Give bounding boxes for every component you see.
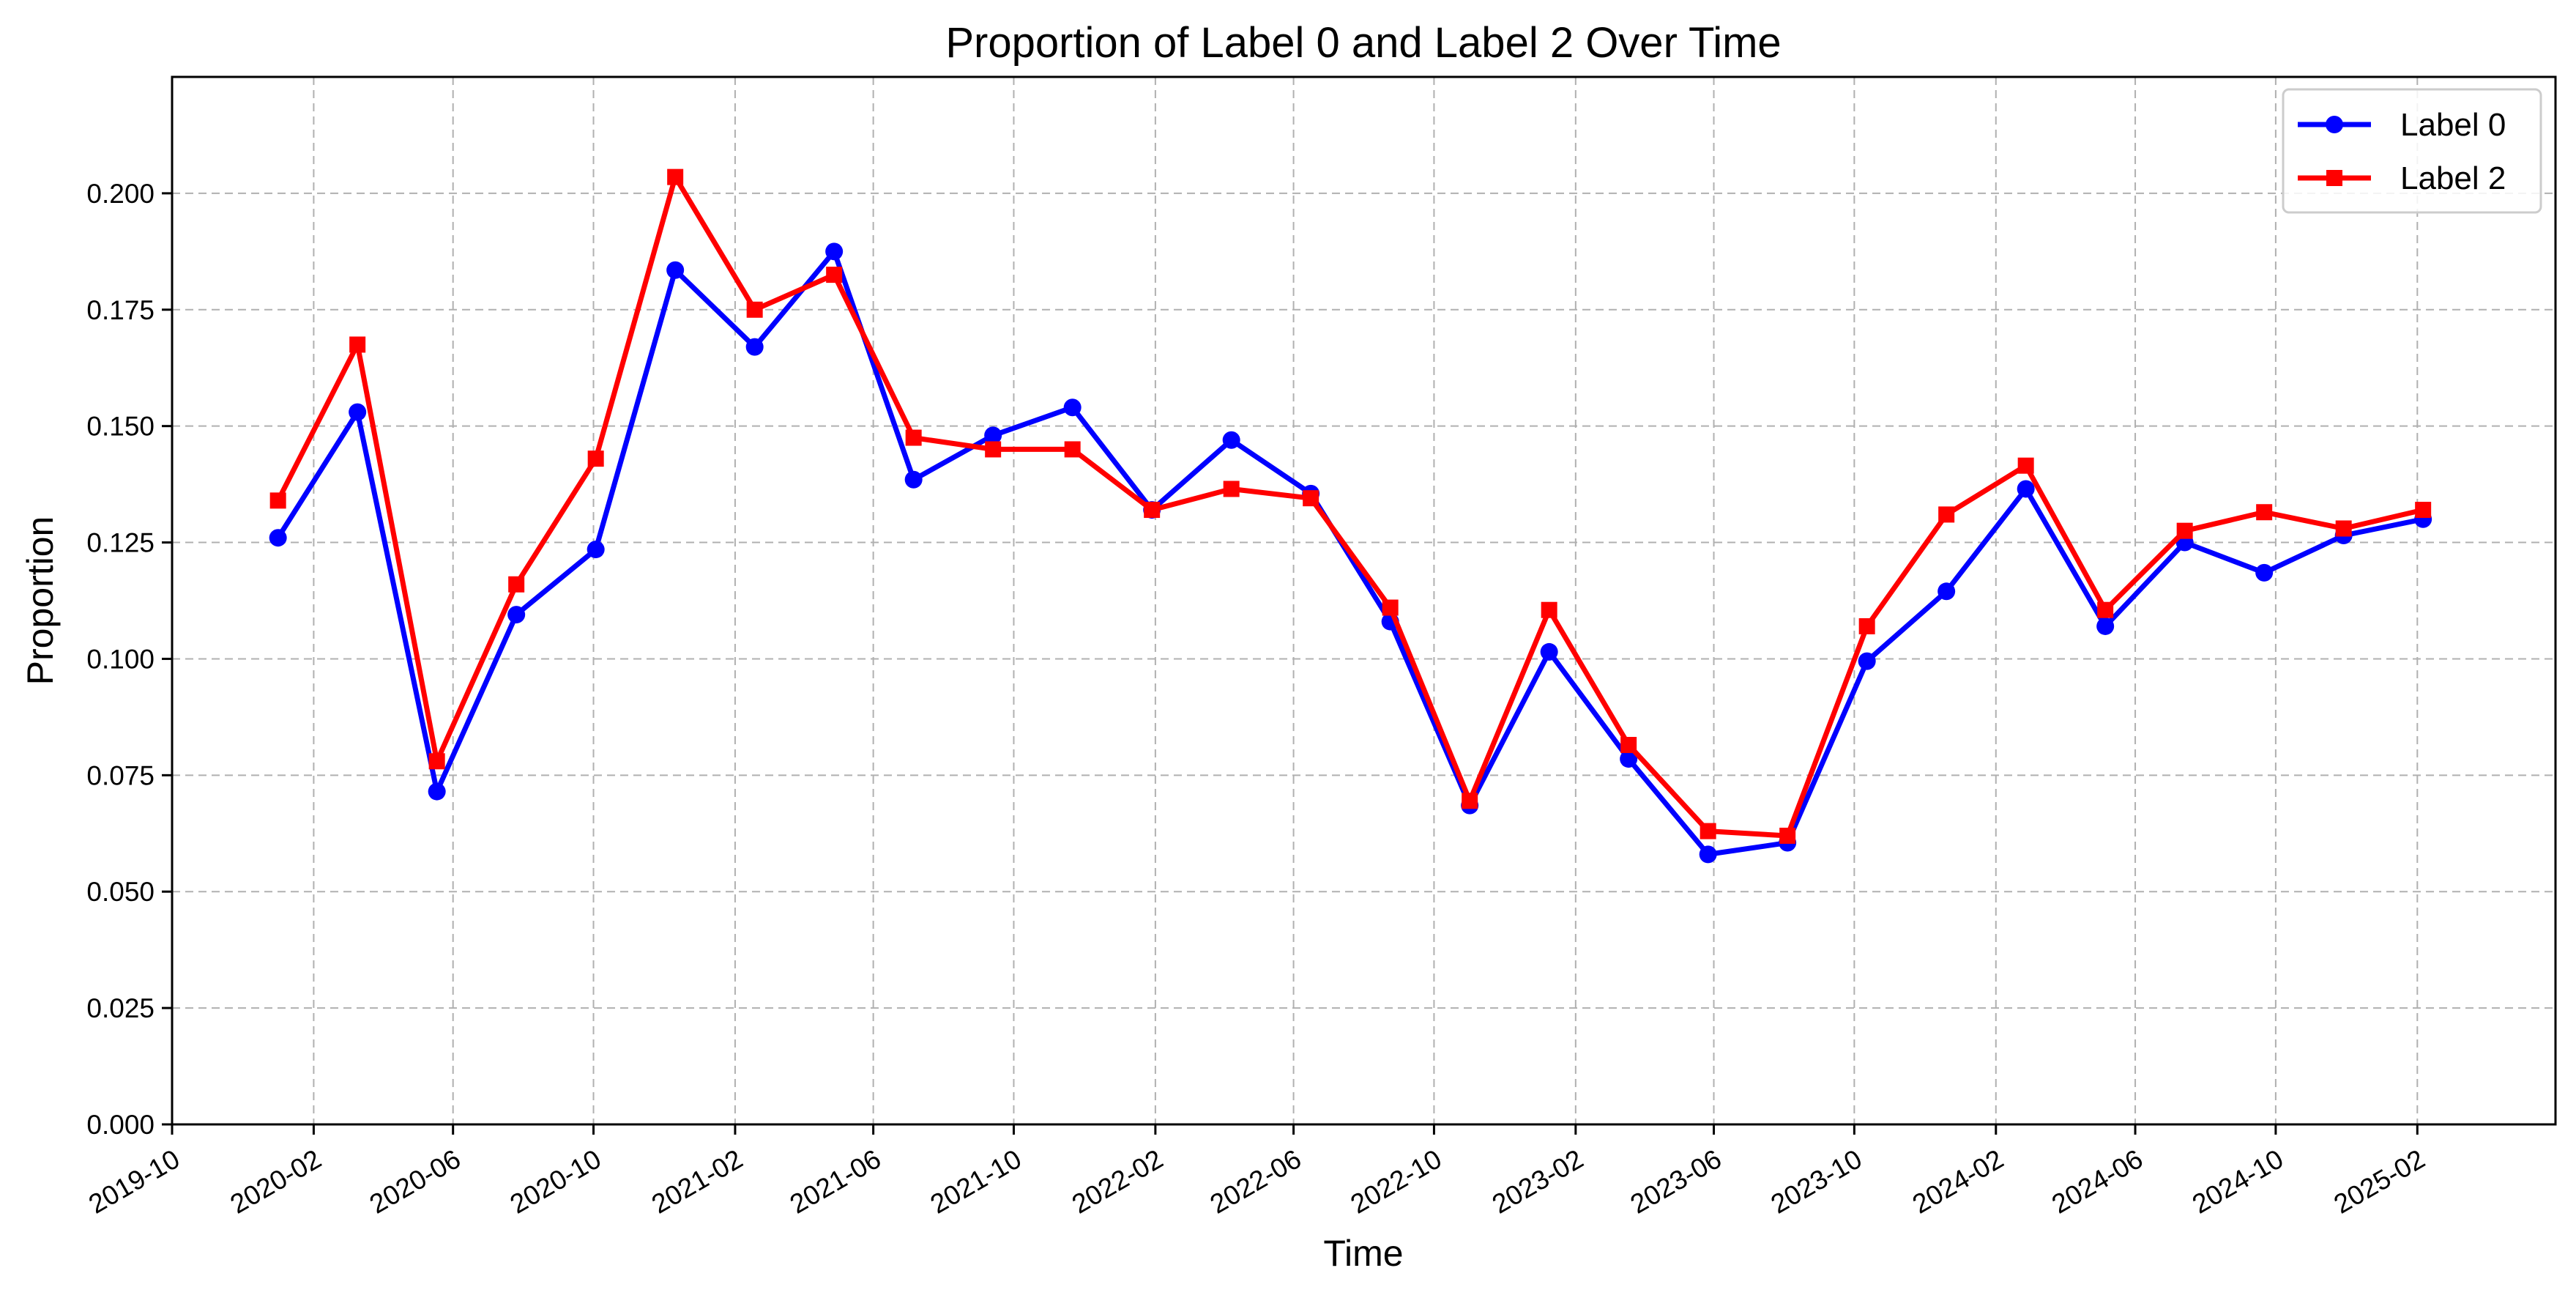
- legend-swatch-marker: [2326, 170, 2342, 186]
- series-layer: [269, 168, 2432, 864]
- y-tick-label: 0.150: [86, 412, 155, 442]
- data-point: [1462, 793, 1478, 809]
- y-tick-label: 0.050: [86, 877, 155, 907]
- data-point: [745, 338, 764, 356]
- data-point: [1937, 582, 1956, 601]
- data-point: [667, 168, 684, 185]
- data-point: [1700, 823, 1716, 839]
- legend-item: Label 0: [2298, 107, 2506, 143]
- data-point: [1779, 827, 1796, 844]
- data-point: [2017, 480, 2035, 498]
- data-point: [985, 441, 1002, 458]
- data-point: [507, 606, 526, 624]
- x-axis-label: Time: [1323, 1233, 1403, 1274]
- data-point: [269, 492, 286, 509]
- data-point: [428, 753, 445, 770]
- series-line: [275, 174, 2424, 839]
- y-tick-label: 0.175: [86, 295, 155, 325]
- legend-swatch-marker: [2326, 116, 2343, 133]
- data-point: [2017, 457, 2034, 474]
- legend-label: Label 0: [2400, 107, 2506, 143]
- y-tick-label: 0.000: [86, 1110, 155, 1140]
- data-point: [1540, 642, 1558, 661]
- data-point: [2335, 520, 2352, 537]
- data-point: [1858, 652, 1876, 670]
- legend-frame: [2282, 88, 2542, 214]
- data-point: [349, 336, 366, 353]
- data-point: [2096, 617, 2115, 635]
- data-point: [825, 242, 844, 261]
- chart-title: Proportion of Label 0 and Label 2 Over T…: [945, 19, 1781, 67]
- data-point: [587, 450, 604, 467]
- data-point: [1144, 502, 1161, 519]
- data-point: [428, 782, 446, 801]
- data-point: [1699, 845, 1717, 864]
- data-point: [1382, 599, 1399, 616]
- y-axis-label: Proportion: [20, 516, 61, 686]
- data-point: [508, 576, 525, 593]
- data-point: [1541, 601, 1557, 618]
- data-point: [1303, 490, 1319, 507]
- data-point: [826, 267, 843, 283]
- data-point: [2176, 522, 2193, 539]
- y-tick-label: 0.025: [86, 993, 155, 1023]
- data-point: [666, 261, 685, 279]
- y-tick-label: 0.125: [86, 528, 155, 558]
- y-tick-label: 0.075: [86, 760, 155, 790]
- grid: [171, 77, 2555, 1125]
- data-point: [1620, 750, 1638, 768]
- data-point: [1938, 506, 1955, 523]
- y-tick-label: 0.100: [86, 644, 155, 674]
- y-tick-label: 0.200: [86, 179, 155, 209]
- data-point: [587, 541, 605, 559]
- data-point: [904, 470, 923, 489]
- series-line: [275, 248, 2424, 857]
- legend-label: Label 2: [2400, 160, 2506, 196]
- data-point: [1223, 481, 1240, 497]
- plot-frame: [171, 75, 2557, 1126]
- data-point: [984, 426, 1002, 445]
- data-point: [269, 529, 287, 547]
- data-point: [1222, 431, 1240, 449]
- data-point: [746, 301, 763, 318]
- data-point: [1620, 737, 1637, 754]
- legend-item: Label 2: [2298, 160, 2506, 196]
- series-label-2: [269, 168, 2432, 844]
- data-point: [2255, 563, 2274, 582]
- data-point: [1858, 618, 1875, 634]
- data-point: [2415, 502, 2432, 519]
- data-point: [349, 403, 367, 421]
- data-point: [2097, 601, 2114, 618]
- data-point: [1064, 441, 1081, 458]
- data-point: [1063, 398, 1082, 417]
- legend: Label 0 Label 2: [2282, 88, 2542, 214]
- data-point: [2256, 504, 2273, 521]
- data-point: [905, 429, 922, 446]
